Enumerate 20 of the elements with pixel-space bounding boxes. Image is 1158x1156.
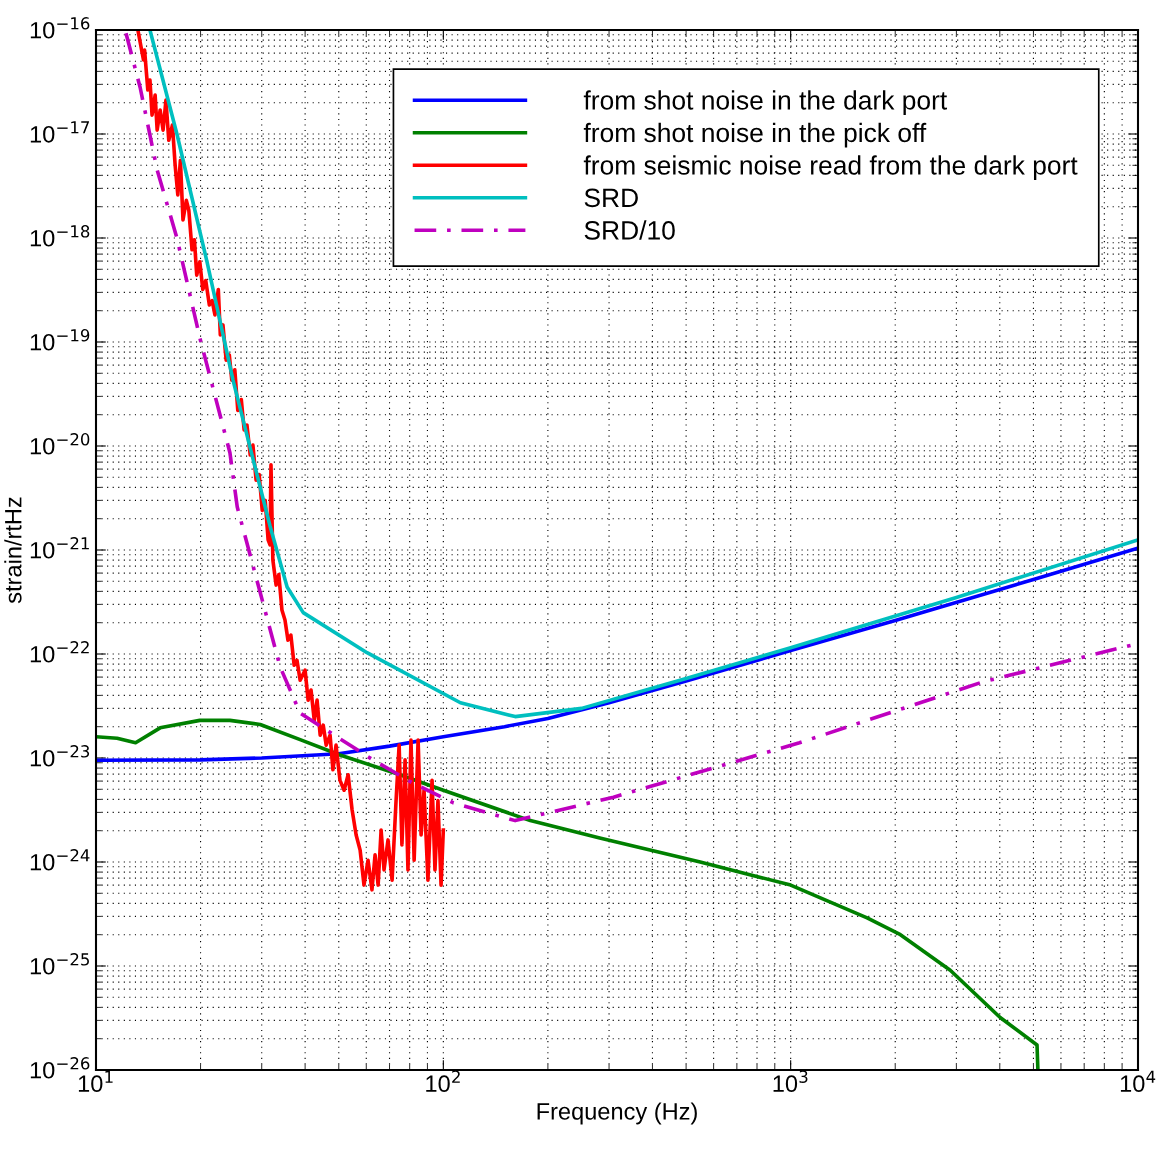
- x-tick-label: 10$^{3}$: [773, 1070, 808, 1093]
- y-tick-label: 10$^{−22}$: [30, 641, 89, 663]
- y-tick-label: 10$^{−23}$: [30, 745, 90, 767]
- y-tick-label: 10$^{−20}$: [30, 433, 90, 455]
- y-tick-label: 10$^{−16}$: [30, 17, 90, 39]
- y-axis-title: strain/rtHz: [4, 497, 22, 604]
- legend-label: SRD/10: [584, 220, 675, 240]
- legend-label: from seismic noise read from the dark port: [583, 155, 1078, 180]
- y-tick-label: 10$^{−19}$: [30, 329, 90, 351]
- y-tick-label: 10$^{−21}$: [30, 537, 89, 559]
- y-tick-label: 10$^{−17}$: [30, 121, 89, 143]
- y-tick-label: 10$^{−25}$: [30, 953, 89, 975]
- y-tick-label: 10$^{−18}$: [30, 225, 90, 247]
- x-axis-title: Frequency (Hz): [537, 1102, 697, 1125]
- x-tick-label: 10$^{4}$: [1120, 1070, 1156, 1093]
- legend-label: SRD: [584, 188, 638, 208]
- legend-label: from shot noise in the pick off: [583, 122, 927, 148]
- y-tick-label: 10$^{−24}$: [30, 849, 90, 871]
- legend-label: from shot noise in the dark port: [583, 90, 948, 115]
- x-tick-label: 10$^{2}$: [426, 1070, 460, 1093]
